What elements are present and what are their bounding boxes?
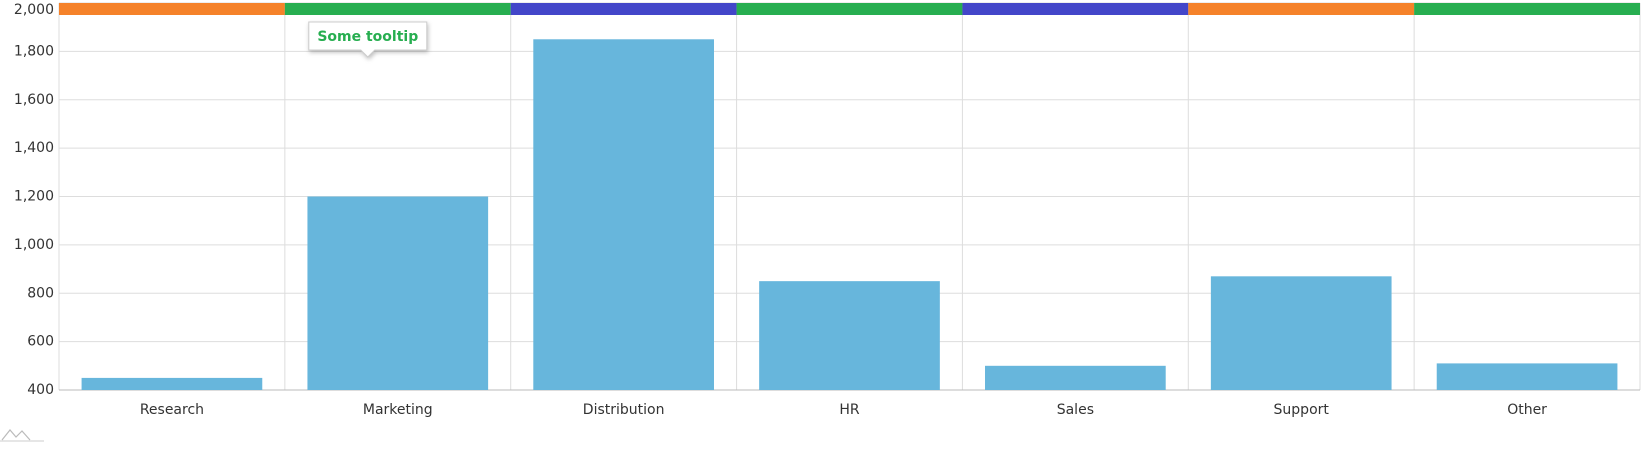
tooltip-box (308, 21, 428, 58)
bar (1210, 276, 1392, 390)
bar (307, 196, 489, 390)
category-band (736, 3, 963, 15)
bar (533, 39, 714, 390)
y-tick-label: 400 (27, 382, 54, 398)
bar (1436, 363, 1618, 390)
x-tick-label: Other (1507, 402, 1547, 418)
y-tick-label: 600 (27, 334, 54, 350)
category-band (1188, 3, 1415, 15)
x-tick-label: Distribution (583, 402, 665, 418)
bar (759, 281, 940, 390)
category-band (59, 3, 285, 15)
x-tick-label: Support (1274, 402, 1330, 418)
y-tick-label: 1,000 (14, 237, 54, 253)
bar (81, 377, 263, 390)
x-tick-label: Sales (1057, 402, 1094, 418)
x-tick-label: HR (839, 402, 860, 418)
x-tick-label: Research (140, 402, 204, 418)
y-tick-label: 2,000 (14, 2, 54, 18)
y-tick-label: 1,800 (14, 43, 54, 59)
logo (1, 429, 31, 441)
category-band (1414, 3, 1640, 15)
y-tick-label: 1,200 (14, 189, 54, 205)
y-tick-label: 1,600 (14, 92, 54, 108)
y-tick-label: 1,400 (14, 140, 54, 156)
tooltip-text: Some tooltip (317, 29, 418, 45)
category-band (284, 3, 511, 15)
x-tick-label: Marketing (363, 402, 433, 418)
category-band (510, 3, 737, 15)
y-tick-label: 800 (27, 285, 54, 301)
category-band (962, 3, 1189, 15)
bar (985, 365, 1166, 390)
